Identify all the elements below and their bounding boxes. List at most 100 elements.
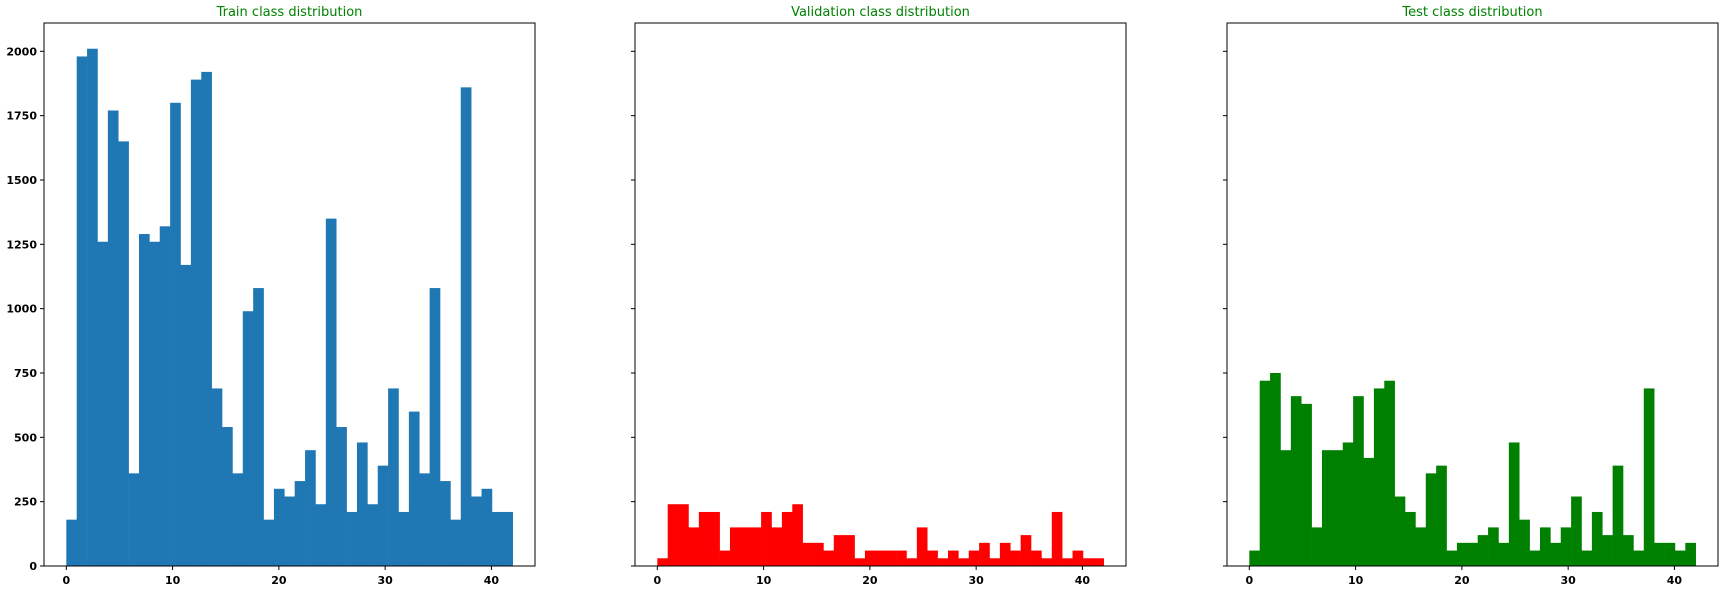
train-bar (440, 481, 451, 566)
train-bar (491, 511, 503, 566)
train-bar (305, 450, 316, 566)
train-bar (180, 264, 192, 566)
validation-bar (999, 542, 1011, 566)
test-x-tick-label: 30 (1560, 574, 1576, 587)
validation-bar (896, 550, 907, 566)
train-bar (471, 496, 482, 566)
train-axes-frame (43, 22, 536, 567)
train-bar (201, 71, 212, 566)
test-x-tick-label: 10 (1348, 574, 1364, 587)
train-bar (325, 218, 337, 566)
train-bar (253, 288, 264, 566)
test-bar (1363, 457, 1375, 566)
validation-bar (823, 550, 835, 566)
train-x-tick-label: 40 (484, 574, 500, 587)
train-bar (97, 241, 109, 566)
validation-bar (916, 527, 928, 566)
test-bar (1519, 519, 1530, 566)
validation-bar (813, 542, 824, 566)
validation-bar (719, 550, 731, 566)
train-bar (263, 519, 275, 566)
validation-bar (968, 550, 980, 566)
test-bar (1539, 527, 1551, 566)
test-x-tick-label: 20 (1454, 574, 1470, 587)
validation-bar (854, 558, 866, 566)
test-bar (1384, 380, 1395, 566)
train-chart-title: Train class distribution (216, 5, 363, 20)
train-bar (190, 79, 202, 566)
validation-axes-frame (634, 22, 1127, 567)
test-bar (1311, 527, 1323, 566)
test-bar (1498, 542, 1510, 566)
validation-bar (906, 558, 918, 566)
train-bar (315, 504, 327, 566)
train-bar (138, 234, 150, 567)
test-bar (1321, 450, 1333, 566)
validation-x-tick-label: 40 (1075, 574, 1091, 587)
test-bar (1301, 403, 1312, 566)
test-bar (1529, 550, 1541, 566)
test-bar (1446, 550, 1458, 566)
validation-bar (750, 527, 762, 566)
test-bar (1415, 527, 1427, 566)
test-chart-title: Test class distribution (1401, 5, 1542, 20)
train-bar (398, 511, 410, 566)
test-bar (1436, 465, 1447, 566)
validation-bar (678, 504, 689, 566)
validation-bar (937, 558, 949, 566)
validation-bar (1072, 550, 1084, 566)
validation-bar (709, 511, 720, 566)
test-bar (1353, 396, 1364, 566)
validation-x-tick-label: 30 (968, 574, 984, 587)
validation-bar (761, 511, 772, 566)
train-y-tick-label: 2000 (6, 45, 37, 58)
test-bar (1342, 442, 1354, 566)
test-bar (1405, 511, 1416, 566)
validation-bar (1062, 558, 1073, 566)
test-bar (1373, 388, 1385, 566)
train-bar (76, 56, 88, 566)
test-bar (1488, 527, 1499, 566)
validation-bar (771, 527, 783, 566)
test-axes-frame (1226, 22, 1719, 567)
train-x-tick-label: 10 (165, 574, 181, 587)
test-bar (1591, 511, 1603, 566)
train-bar (66, 519, 77, 566)
train-bar (149, 241, 161, 566)
train-y-tick-label: 1000 (6, 303, 37, 316)
validation-bar (864, 550, 876, 566)
train-bar (242, 311, 254, 566)
test-bar (1674, 550, 1686, 566)
validation-bar (1082, 558, 1094, 566)
test-bar (1270, 372, 1281, 566)
validation-bar (792, 504, 803, 566)
train-bar (87, 48, 98, 566)
test-bar (1654, 542, 1665, 566)
train-bar (377, 465, 389, 566)
train-y-tick-label: 0 (29, 560, 37, 573)
train-y-tick-label: 1750 (6, 110, 37, 123)
train-bar (118, 141, 129, 566)
train-bar (284, 496, 295, 566)
validation-bar (1020, 535, 1032, 566)
test-x-tick-label: 0 (1245, 574, 1253, 587)
test-bar (1467, 542, 1478, 566)
train-bar (450, 519, 462, 566)
train-x-tick-label: 30 (377, 574, 393, 587)
train-y-tick-label: 500 (14, 431, 37, 444)
validation-bar (927, 550, 938, 566)
train-bar (388, 388, 399, 566)
validation-bar (1051, 511, 1063, 566)
train-bar (346, 511, 358, 566)
train-histogram-panel: Train class distribution 0 10 20 30 40 0 250 500… (6, 5, 536, 587)
validation-histogram-panel: Validation class distribution 0 10 20 30 40 (631, 5, 1127, 587)
test-bar (1571, 496, 1582, 566)
validation-bar (802, 542, 814, 566)
test-x-tick-label: 40 (1667, 574, 1683, 587)
validation-x-tick-label: 10 (756, 574, 772, 587)
train-y-tick-label: 1500 (6, 174, 37, 187)
train-bar (170, 102, 181, 566)
train-bar (408, 411, 420, 566)
validation-bar (698, 511, 710, 566)
